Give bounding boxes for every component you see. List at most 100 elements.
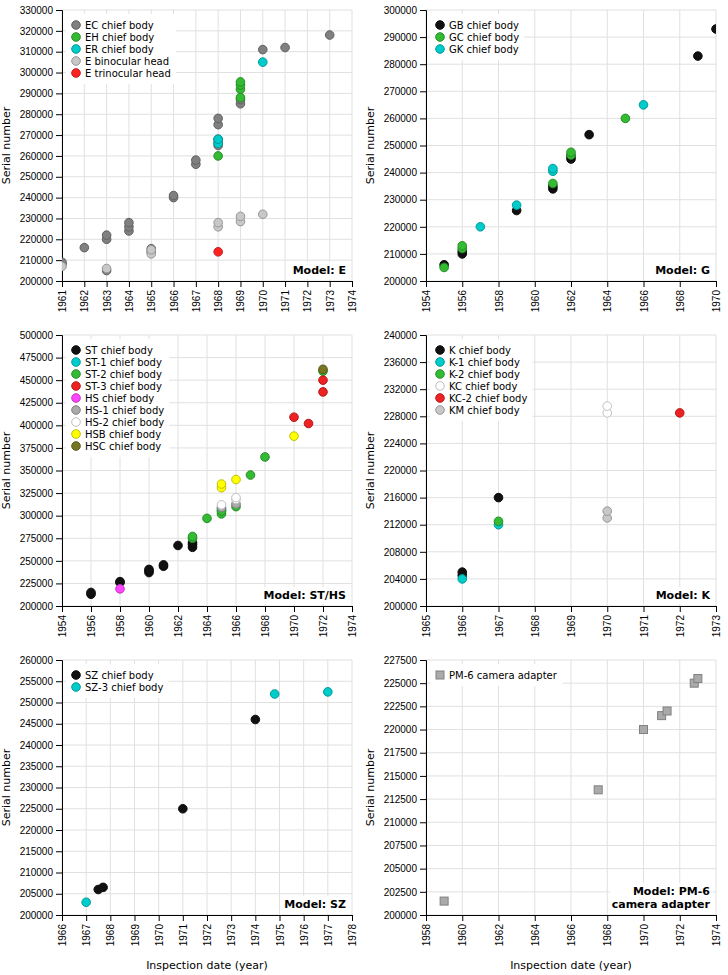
tick-mark <box>420 915 426 916</box>
x-tick-label: 1956 <box>86 615 97 638</box>
x-tick-label: 1974 <box>347 615 358 638</box>
y-tick-label: 280000 <box>384 59 418 70</box>
tick-mark <box>420 362 426 363</box>
point <box>80 243 89 252</box>
y-tick-label: 350000 <box>20 465 54 476</box>
tick-mark <box>56 448 62 449</box>
tick-mark <box>420 335 426 336</box>
panel-title: Model: G <box>655 264 710 277</box>
x-tick-label: 1958 <box>421 924 432 947</box>
legend-label: KM chief body <box>449 405 520 416</box>
y-tick-label: 200000 <box>20 276 54 287</box>
legend-item: HS chief body <box>72 393 155 404</box>
x-tick: 1971 <box>639 606 650 637</box>
y-axis-title: Serial number <box>0 431 13 509</box>
x-tick-label: 1968 <box>213 290 224 313</box>
x-tick-label: 1962 <box>79 290 90 313</box>
y-tick: 236000 <box>384 357 426 368</box>
legend-item: EH chief body <box>72 32 155 43</box>
tick-mark <box>207 606 208 612</box>
tick-mark <box>535 281 536 287</box>
legend-label: EH chief body <box>85 32 154 43</box>
grid-line-y <box>62 538 352 539</box>
x-tick-label: 1962 <box>566 290 577 313</box>
x-tick-label: 1977 <box>323 924 334 947</box>
x-tick: 1962 <box>566 281 577 312</box>
legend-item: EC chief body <box>72 20 154 31</box>
tick-mark <box>56 281 62 282</box>
legend-item: E trinocular head <box>72 68 171 79</box>
axis-line <box>420 11 427 282</box>
x-tick: 1967 <box>81 915 92 946</box>
grid-line-x <box>534 660 535 915</box>
point <box>99 883 108 892</box>
y-tick: 350000 <box>20 465 62 476</box>
legend-symbol <box>72 358 81 367</box>
point <box>621 114 630 123</box>
legend-background <box>430 339 532 421</box>
panel-title-group: Model: ST/HS <box>262 587 348 604</box>
tick-mark <box>420 118 426 119</box>
y-tick-label: 224000 <box>384 438 418 449</box>
legend-item: ST chief body <box>72 345 153 356</box>
point <box>188 532 197 541</box>
tick-mark <box>263 281 264 287</box>
x-tick-label: 1970 <box>602 615 613 638</box>
y-tick: 207500 <box>384 840 426 851</box>
y-tick: 260000 <box>20 655 62 666</box>
y-tick-label: 290000 <box>384 32 418 43</box>
tick-mark <box>56 681 62 682</box>
y-tick-label: 200000 <box>20 910 54 921</box>
grid-line-y <box>62 260 352 261</box>
grid-line-y <box>62 851 352 852</box>
axis-line <box>427 282 717 288</box>
axis-line <box>427 607 717 613</box>
grid-line-y <box>426 822 716 823</box>
grid-line-y <box>426 551 716 552</box>
tick-mark <box>56 493 62 494</box>
y-tick: 224000 <box>384 438 426 449</box>
legend-items: GB chief bodyGC chief bodyGK chief body <box>436 20 519 55</box>
axis-line <box>427 916 717 922</box>
x-tick-label: 1970 <box>711 290 722 313</box>
legend: EC chief bodyEH chief bodyER chief bodyE… <box>66 14 176 84</box>
axis-line <box>420 661 427 916</box>
x-tick-label: 1954 <box>421 290 432 313</box>
y-tick-label: 450000 <box>20 375 54 386</box>
y-tick-label: 210000 <box>20 255 54 266</box>
grid-line-y <box>62 723 352 724</box>
grid-line-y <box>426 578 716 579</box>
x-tick-label: 1968 <box>105 924 116 947</box>
series <box>290 376 328 428</box>
point <box>102 264 111 273</box>
y-tick: 290000 <box>384 32 426 43</box>
tick-mark <box>499 281 500 287</box>
legend: SZ chief bodySZ-3 chief body <box>66 664 168 698</box>
point <box>290 413 299 422</box>
point <box>169 191 178 200</box>
grid-line-y <box>62 787 352 788</box>
panel-title-group: Model: E <box>291 262 348 279</box>
tick-mark <box>420 730 426 731</box>
tick-mark <box>159 915 160 921</box>
y-tick-label: 500000 <box>20 330 54 341</box>
tick-mark <box>330 281 331 287</box>
legend-label: E binocular head <box>85 56 169 67</box>
y-tick: 220000 <box>20 234 62 245</box>
grid <box>62 660 352 915</box>
x-tick: 1978 <box>347 915 358 946</box>
grid-line-x <box>643 660 644 915</box>
grid-line-x <box>195 10 196 281</box>
tick-mark <box>420 389 426 390</box>
tick-mark <box>56 516 62 517</box>
x-tick-label: 1970 <box>154 924 165 947</box>
axis-line <box>56 336 63 607</box>
tick-mark <box>56 114 62 115</box>
tick-mark <box>680 915 681 921</box>
x-tick-label: 1966 <box>169 290 180 313</box>
y-tick: 220000 <box>20 825 62 836</box>
x-tick-label: 1965 <box>421 615 432 638</box>
series <box>214 248 223 257</box>
grid <box>426 335 716 606</box>
series <box>82 688 332 907</box>
